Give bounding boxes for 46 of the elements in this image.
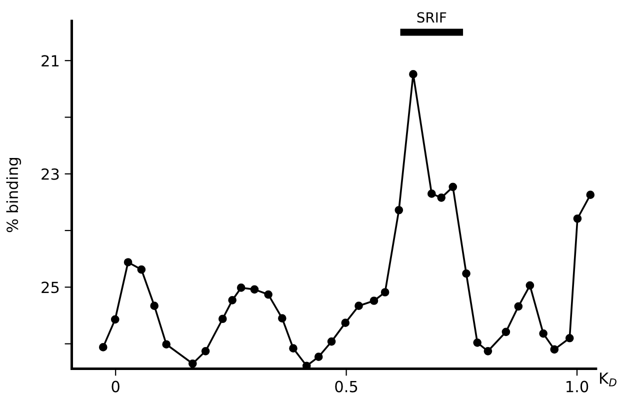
point bbox=[380, 288, 390, 296]
point bbox=[565, 334, 574, 342]
point bbox=[394, 206, 404, 214]
point bbox=[250, 285, 259, 294]
point bbox=[437, 194, 446, 202]
point bbox=[228, 296, 236, 304]
point bbox=[110, 315, 120, 324]
point bbox=[162, 340, 171, 349]
annotation: SRIF bbox=[417, 12, 446, 23]
y-tick-label: 21 bbox=[42, 55, 59, 66]
point bbox=[550, 345, 559, 354]
point bbox=[462, 269, 470, 278]
point bbox=[514, 302, 523, 311]
point bbox=[150, 302, 159, 310]
point bbox=[427, 190, 436, 198]
point bbox=[354, 302, 363, 310]
point bbox=[586, 190, 595, 199]
point bbox=[409, 70, 418, 78]
point bbox=[278, 314, 286, 322]
x-tick-label: 0 bbox=[112, 380, 120, 392]
point bbox=[124, 258, 132, 266]
point bbox=[98, 343, 108, 352]
point bbox=[539, 329, 548, 338]
point bbox=[236, 284, 246, 292]
point bbox=[264, 290, 272, 299]
point bbox=[573, 214, 582, 223]
point bbox=[502, 328, 510, 336]
point bbox=[201, 346, 210, 356]
x-axis-title: K$_{D}$ bbox=[600, 372, 616, 386]
point bbox=[314, 352, 323, 361]
point bbox=[188, 359, 197, 368]
point bbox=[448, 182, 458, 192]
point bbox=[218, 314, 227, 324]
point bbox=[526, 281, 534, 290]
y-tick-label: 23 bbox=[42, 168, 59, 180]
point bbox=[327, 337, 336, 346]
point bbox=[370, 296, 378, 305]
point bbox=[473, 338, 482, 347]
y-tick-label: 25 bbox=[42, 282, 59, 294]
point bbox=[341, 318, 350, 328]
point bbox=[137, 265, 146, 274]
point bbox=[484, 346, 492, 356]
y-axis-title: % binding bbox=[6, 158, 22, 232]
x-tick-label: 0.5 bbox=[335, 380, 358, 392]
point bbox=[289, 344, 298, 352]
x-tick-label: 1.0 bbox=[566, 380, 588, 392]
